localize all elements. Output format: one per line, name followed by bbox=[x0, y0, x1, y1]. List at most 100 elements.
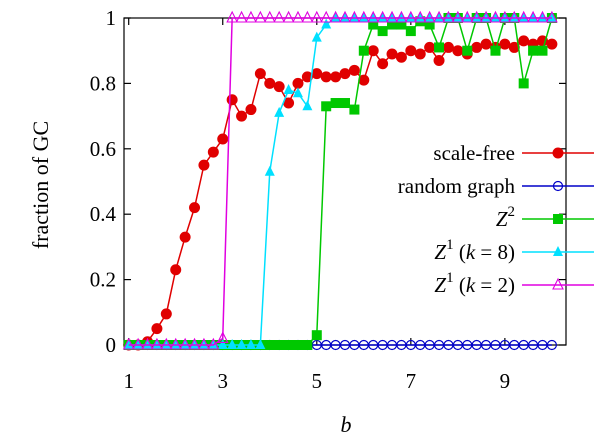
data-point-sf bbox=[254, 68, 266, 80]
x-tick-label: 1 bbox=[123, 369, 134, 393]
legend-label-main: Z bbox=[434, 273, 446, 297]
x-tick-label: 5 bbox=[312, 369, 323, 393]
data-point-z1k2 bbox=[442, 10, 455, 23]
data-point-z1k2 bbox=[179, 337, 192, 350]
data-point-z1k2 bbox=[235, 10, 248, 23]
series-group bbox=[122, 10, 558, 351]
data-point-z1k2 bbox=[141, 337, 154, 350]
data-point-z1k8 bbox=[424, 12, 435, 22]
data-point-z2 bbox=[283, 340, 294, 350]
series-sf bbox=[123, 35, 558, 351]
data-point-sf bbox=[217, 133, 229, 145]
data-point-z1k2 bbox=[207, 337, 220, 350]
y-axis-label: fraction of GC bbox=[28, 121, 53, 249]
data-point-z2 bbox=[434, 42, 445, 53]
data-point-z1k2 bbox=[122, 337, 135, 350]
data-point-z1k2 bbox=[169, 337, 182, 350]
legend-item-z1k2: Z1 (k = 2) bbox=[434, 270, 594, 297]
data-point-sf bbox=[377, 58, 389, 70]
data-point-z1k8 bbox=[481, 12, 492, 22]
data-point-z1k2 bbox=[188, 337, 201, 350]
data-point-sf bbox=[264, 77, 276, 89]
data-point-z1k8 bbox=[283, 83, 294, 94]
data-point-sf bbox=[499, 38, 511, 50]
data-point-z1k2 bbox=[216, 331, 229, 344]
x-axis-label: b bbox=[341, 412, 352, 437]
data-point-z1k2 bbox=[508, 10, 521, 23]
data-point-z1k2 bbox=[339, 10, 351, 23]
data-point-z2 bbox=[368, 19, 379, 30]
data-point-z1k8 bbox=[189, 339, 200, 349]
data-point-z1k2 bbox=[245, 10, 257, 23]
data-point-z1k2 bbox=[404, 10, 417, 23]
legend-item-sf: scale-free bbox=[433, 141, 594, 165]
legend-item-rg: random graph bbox=[398, 174, 594, 198]
data-point-sf bbox=[508, 41, 520, 53]
x-tick-label: 7 bbox=[406, 369, 417, 393]
data-point-z1k8 bbox=[208, 339, 219, 349]
data-point-z2 bbox=[537, 45, 548, 56]
data-point-z1k8 bbox=[321, 18, 332, 29]
data-point-sf bbox=[405, 45, 417, 57]
data-point-z1k8 bbox=[546, 12, 557, 22]
data-point-z2 bbox=[424, 19, 435, 30]
data-point-rg bbox=[546, 339, 557, 351]
data-point-z1k8 bbox=[377, 12, 388, 22]
data-point-z1k2 bbox=[329, 10, 342, 23]
data-point-z1k2 bbox=[151, 337, 163, 350]
data-point-z1k8 bbox=[499, 12, 510, 22]
data-point-z1k8 bbox=[255, 339, 266, 349]
legend-label: Z1 (k = 2) bbox=[434, 270, 515, 297]
legend-item-z1k8: Z1 (k = 8) bbox=[434, 237, 594, 264]
data-point-z1k2 bbox=[376, 10, 389, 23]
y-tick-label: 0 bbox=[106, 333, 117, 357]
data-point-z1k8 bbox=[405, 12, 416, 22]
data-point-sf bbox=[151, 323, 163, 335]
data-point-z1k2 bbox=[263, 10, 276, 23]
y-tick-label: 0.6 bbox=[90, 137, 116, 161]
data-point-z1k2 bbox=[546, 10, 558, 23]
x-tick-label: 9 bbox=[500, 369, 511, 393]
data-point-sf bbox=[292, 77, 304, 89]
data-point-sf bbox=[198, 159, 210, 171]
data-point-z1k2 bbox=[527, 10, 539, 23]
data-point-z2 bbox=[387, 19, 398, 30]
data-point-sf bbox=[395, 51, 407, 63]
data-point-sf bbox=[170, 264, 182, 276]
data-point-z2 bbox=[274, 340, 285, 350]
data-point-z2 bbox=[377, 26, 388, 37]
data-point-z1k8 bbox=[170, 339, 181, 349]
data-point-sf bbox=[273, 81, 285, 93]
legend-label-main: Z bbox=[496, 207, 508, 231]
data-point-z2 bbox=[358, 45, 369, 56]
data-point-z1k2 bbox=[198, 337, 210, 350]
data-point-z2 bbox=[349, 104, 360, 115]
y-tick-label: 0.4 bbox=[90, 202, 117, 226]
data-point-z1k8 bbox=[340, 12, 350, 22]
data-point-z1k2 bbox=[367, 10, 380, 23]
data-point-z2 bbox=[321, 101, 332, 112]
series-z1k2 bbox=[122, 10, 558, 350]
legend-label-rest: (k = 8) bbox=[454, 240, 515, 264]
data-point-z1k2 bbox=[254, 10, 267, 23]
legend-label-superscript: 1 bbox=[446, 270, 454, 286]
data-point-z2 bbox=[292, 340, 303, 350]
data-point-z1k8 bbox=[217, 339, 228, 349]
data-point-z2 bbox=[302, 340, 313, 350]
data-point-z1k8 bbox=[434, 12, 445, 22]
data-point-z1k8 bbox=[415, 12, 426, 22]
data-point-sf bbox=[189, 202, 201, 214]
data-point-z1k2 bbox=[517, 10, 530, 23]
data-point-z1k2 bbox=[433, 10, 445, 23]
data-point-z1k8 bbox=[462, 12, 473, 22]
legend-marker bbox=[553, 246, 563, 256]
data-point-z1k2 bbox=[461, 10, 474, 23]
data-point-z2 bbox=[405, 26, 416, 37]
y-tick-label: 1 bbox=[106, 6, 117, 30]
data-point-z1k8 bbox=[330, 12, 341, 22]
legend-marker bbox=[552, 277, 564, 290]
data-point-z1k8 bbox=[471, 12, 482, 22]
data-point-z1k8 bbox=[358, 12, 369, 22]
